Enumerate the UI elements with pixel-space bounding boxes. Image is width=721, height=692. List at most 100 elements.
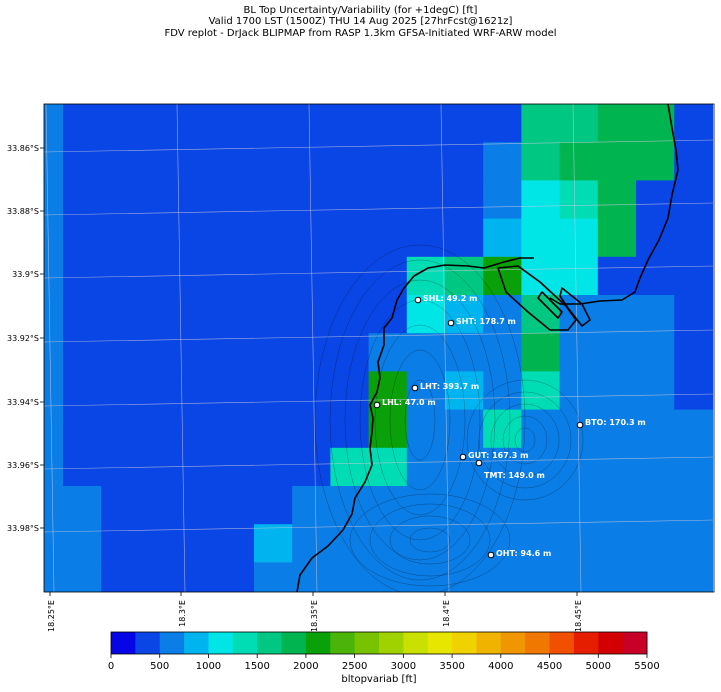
colorbar-tick-label: 3000 bbox=[391, 661, 416, 672]
title-line-3: FDV replot - DrJack BLIPMAP from RASP 1.… bbox=[164, 28, 557, 39]
heatmap-cell bbox=[445, 104, 484, 143]
heatmap-cell bbox=[559, 180, 599, 220]
colorbar-swatch bbox=[525, 632, 551, 654]
heatmap-cell bbox=[215, 371, 255, 411]
station-marker bbox=[447, 319, 455, 327]
heatmap-cell bbox=[254, 562, 293, 592]
heatmap-cell bbox=[139, 409, 179, 449]
terrain-contours bbox=[314, 244, 584, 592]
heatmap-cell bbox=[101, 486, 140, 525]
contour-line bbox=[478, 391, 572, 489]
heatmap-cell bbox=[139, 562, 179, 592]
coastline bbox=[296, 104, 679, 592]
heatmap-cell bbox=[101, 333, 140, 372]
station-label: LHT: 393.7 m bbox=[420, 382, 479, 391]
heatmap-cell bbox=[368, 295, 408, 334]
station-marker bbox=[475, 459, 483, 467]
heatmap-cell bbox=[597, 371, 637, 411]
heatmap-cell bbox=[521, 447, 561, 487]
heatmap-cell bbox=[521, 524, 561, 563]
heatmap-cell bbox=[330, 524, 370, 563]
heatmap-cell bbox=[521, 371, 561, 411]
longitude-tick-label: 18.4°E bbox=[442, 600, 451, 627]
heatmap-cell bbox=[215, 486, 255, 525]
colorbar-swatch bbox=[111, 632, 136, 654]
heatmap-cell bbox=[559, 409, 599, 449]
colorbar-swatch bbox=[500, 632, 526, 654]
station-label: SHL: 49.2 m bbox=[423, 294, 477, 303]
heatmap-cell bbox=[597, 218, 637, 258]
colorbar-tick-label: 2500 bbox=[342, 661, 367, 672]
heatmap-cell bbox=[483, 333, 522, 372]
heatmap-cell bbox=[44, 524, 64, 563]
heatmap-cell bbox=[330, 142, 370, 181]
heatmap-cell bbox=[254, 104, 293, 143]
heatmap-cell bbox=[674, 486, 713, 525]
heatmap-cell bbox=[254, 218, 293, 258]
heatmap-cell bbox=[636, 524, 675, 563]
heatmap-cell bbox=[63, 142, 102, 181]
contour-line bbox=[329, 259, 511, 581]
heatmap-cell bbox=[368, 142, 408, 181]
longitude-tick-label: 18.25°E bbox=[47, 600, 56, 632]
heatmap-cell bbox=[63, 333, 102, 372]
heatmap-cell bbox=[674, 218, 713, 258]
colorbar-tick-label: 1000 bbox=[196, 661, 221, 672]
heatmap-cell bbox=[330, 218, 370, 258]
heatmap-cell bbox=[597, 562, 637, 592]
contour-line bbox=[409, 527, 451, 553]
heatmap-cell bbox=[597, 142, 637, 181]
latitude-tick-label: 33.88°S bbox=[7, 207, 39, 216]
heatmap-cell bbox=[483, 218, 522, 258]
heatmap-cell bbox=[101, 142, 140, 181]
heatmap-cell bbox=[44, 371, 64, 411]
title-line-2: Valid 1700 LST (1500Z) THU 14 Aug 2025 [… bbox=[208, 16, 513, 27]
heatmap-cell bbox=[597, 180, 637, 220]
heatmap-cell bbox=[101, 371, 140, 411]
heatmap-cell bbox=[483, 562, 522, 592]
heatmap-cell bbox=[674, 295, 713, 334]
heatmap-cell bbox=[483, 142, 522, 181]
heatmap-cell bbox=[636, 409, 675, 449]
coastline-segment bbox=[497, 265, 577, 331]
longitude-tick-label: 18.35°E bbox=[310, 600, 319, 632]
contour-line bbox=[314, 244, 526, 592]
heatmap-cell bbox=[521, 180, 561, 220]
station-marker bbox=[459, 453, 467, 461]
heatmap-cell bbox=[559, 562, 599, 592]
heatmap-cell bbox=[215, 447, 255, 487]
colorbar-swatch bbox=[622, 632, 648, 654]
heatmap-cell bbox=[330, 562, 370, 592]
heatmap-cell bbox=[63, 256, 102, 296]
heatmap-cell bbox=[368, 256, 408, 296]
heatmap-cell bbox=[292, 180, 331, 220]
colorbar-swatch bbox=[549, 632, 575, 654]
heatmap-cell bbox=[406, 142, 446, 181]
heatmap-cell bbox=[44, 409, 64, 449]
heatmap-cell bbox=[177, 104, 217, 143]
heatmap-cell bbox=[254, 524, 293, 563]
heatmap-cell bbox=[406, 409, 446, 449]
heatmap-cell bbox=[445, 180, 484, 220]
colorbar-tick-label: 1500 bbox=[244, 661, 269, 672]
heatmap-cell bbox=[330, 180, 370, 220]
heatmap-cell bbox=[674, 524, 713, 563]
heatmap-cell bbox=[292, 524, 331, 563]
heatmap-cell bbox=[139, 104, 179, 143]
heatmap-cell bbox=[330, 371, 370, 411]
latitude-line bbox=[44, 519, 714, 533]
heatmap-cell bbox=[215, 409, 255, 449]
heatmap-cell bbox=[368, 486, 408, 525]
colorbar-swatch bbox=[573, 632, 599, 654]
colorbar-swatch bbox=[354, 632, 380, 654]
heatmap-cell bbox=[139, 295, 179, 334]
longitude-line bbox=[440, 104, 450, 592]
heatmap-cell bbox=[559, 371, 599, 411]
heatmap-cell bbox=[406, 562, 446, 592]
contour-line bbox=[514, 427, 536, 453]
heatmap-cell bbox=[368, 104, 408, 143]
map-frame bbox=[43, 103, 715, 593]
heatmap-cell bbox=[597, 256, 637, 296]
heatmap-cell bbox=[559, 218, 599, 258]
